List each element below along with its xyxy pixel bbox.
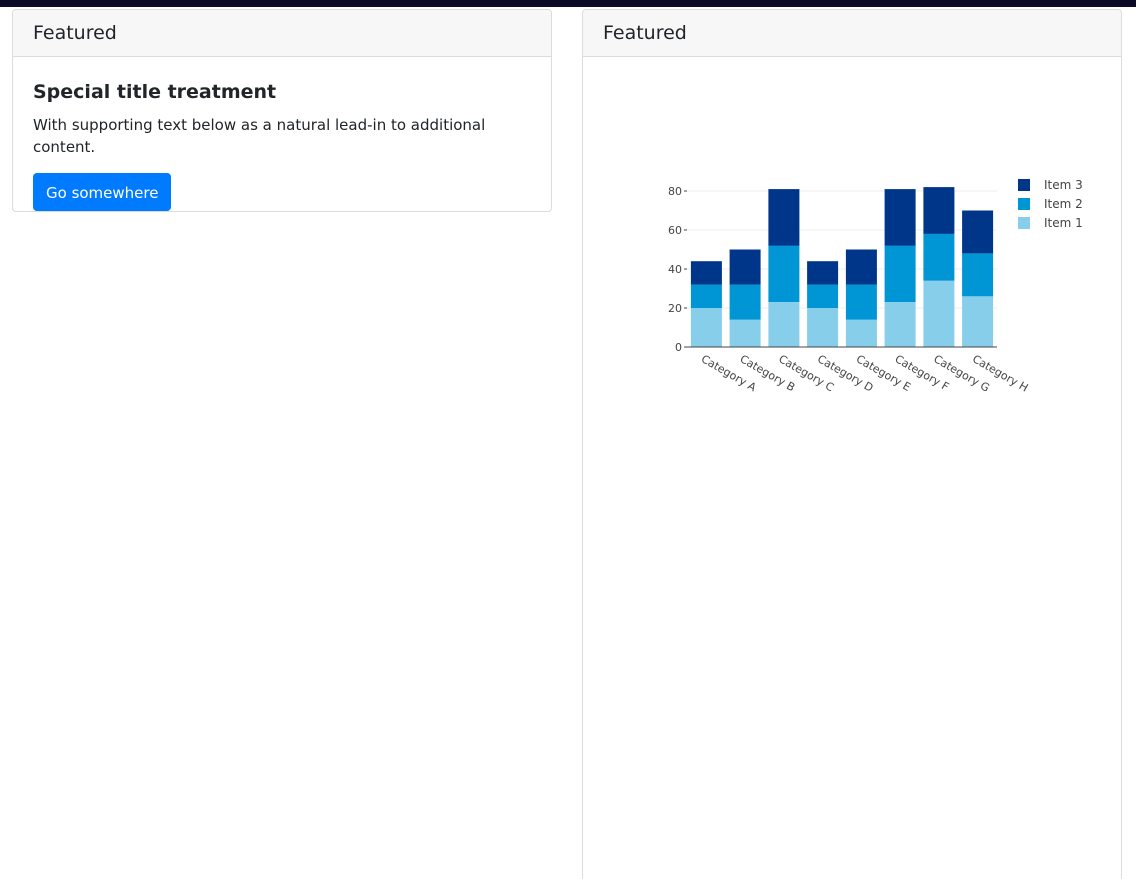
bar-item-1: [807, 308, 839, 347]
legend-label: Item 1: [1044, 216, 1083, 230]
featured-card-left: Featured Special title treatment With su…: [12, 9, 552, 212]
y-tick-label: 40: [668, 263, 682, 276]
go-somewhere-button[interactable]: Go somewhere: [33, 173, 172, 211]
bar-item-1: [690, 308, 722, 347]
bar-item-2: [845, 284, 877, 320]
y-tick-label: 20: [668, 302, 682, 315]
bar-item-3: [690, 261, 722, 285]
featured-card-right: Featured 0 20 40 60 80 Category A Category B Ca…: [582, 9, 1122, 879]
card-title: Special title treatment: [33, 81, 277, 103]
bar-item-2: [768, 245, 800, 303]
bar-item-2: [807, 284, 839, 308]
legend-label: Item 2: [1044, 197, 1083, 211]
bar-item-1: [884, 302, 916, 347]
bar-item-1: [962, 296, 994, 347]
bar-item-1: [729, 319, 761, 347]
y-tick-label: 0: [675, 341, 682, 354]
bar-item-2: [962, 253, 994, 297]
bar-item-3: [845, 249, 877, 285]
bar-item-1: [768, 302, 800, 347]
bar-item-3: [768, 189, 800, 246]
bar-item-3: [962, 210, 994, 254]
bar-item-2: [729, 284, 761, 320]
bar-item-3: [884, 189, 916, 246]
card-header: Featured: [583, 10, 1121, 57]
top-bar: [0, 0, 1136, 7]
bar-item-2: [690, 284, 722, 308]
legend-label: Item 3: [1044, 178, 1083, 192]
bar-item-1: [845, 319, 877, 347]
bar-item-3: [807, 261, 839, 285]
bar-item-1: [923, 280, 955, 347]
legend-swatch: [1018, 179, 1030, 191]
bar-item-2: [923, 233, 955, 281]
card-text: With supporting text below as a natural …: [33, 116, 486, 156]
card-header: Featured: [13, 10, 551, 57]
legend-swatch: [1018, 217, 1030, 229]
legend-swatch: [1018, 198, 1030, 210]
bar-item-2: [884, 245, 916, 303]
y-tick-label: 60: [668, 224, 682, 237]
y-tick-label: 80: [668, 185, 682, 198]
bar-item-3: [729, 249, 761, 285]
bar-item-3: [923, 187, 955, 234]
card-body: Special title treatment With supporting …: [13, 57, 551, 211]
